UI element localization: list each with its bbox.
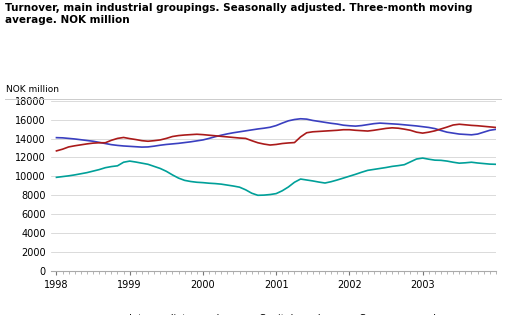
Legend: Intermediate goods, Capital goods, Consumer goods: Intermediate goods, Capital goods, Consu…	[101, 310, 444, 315]
Text: Turnover, main industrial groupings. Seasonally adjusted. Three-month moving
ave: Turnover, main industrial groupings. Sea…	[5, 3, 472, 25]
Text: NOK million: NOK million	[6, 85, 59, 94]
